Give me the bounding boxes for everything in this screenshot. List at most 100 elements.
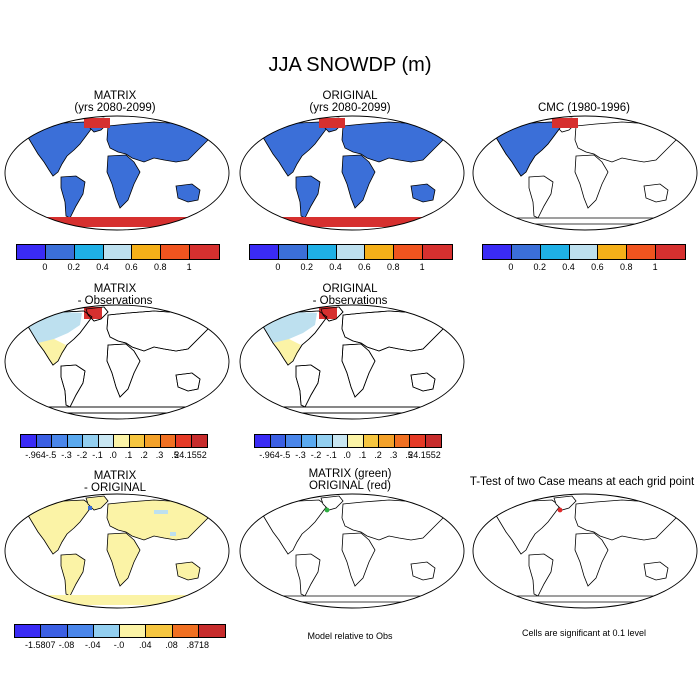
colorbar-swatch <box>278 245 308 259</box>
colorbar-swatch <box>132 245 162 259</box>
colorbar-label: 0.4 <box>96 262 109 272</box>
colorbar-swatch <box>394 435 410 447</box>
panel-title-ttest: T-Test of two Case means at each grid po… <box>466 476 698 488</box>
colorbar-label: 0.6 <box>125 262 138 272</box>
colorbar-swatch <box>145 435 161 447</box>
panel-title-green-red: MATRIX (green) ORIGINAL (red) <box>240 468 460 492</box>
colorbar-label: 0.6 <box>358 262 371 272</box>
map-green-red <box>239 493 465 609</box>
colorbar-swatch <box>161 245 191 259</box>
colorbar-swatch <box>255 435 271 447</box>
colorbar-swatch <box>270 435 286 447</box>
colorbar-swatch <box>348 435 364 447</box>
colorbar-label: -.964 <box>25 450 46 460</box>
colorbar-label: .2 <box>140 450 148 460</box>
colorbar-swatch <box>656 245 685 259</box>
colorbar-swatch <box>120 625 147 637</box>
colorbar-label: 24.1552 <box>408 450 441 460</box>
colorbar-swatch <box>41 625 68 637</box>
colorbar-label: -.1 <box>92 450 103 460</box>
colorbar-label: 0.2 <box>533 262 546 272</box>
colorbar-diff-1: -.964 -.5 -.3 -.2 -.1 .0 .1 .2 .3 .5 24.1552 <box>20 434 208 460</box>
map-original <box>239 115 465 231</box>
panel-title-line1: T-Test of two Case means at each grid po… <box>469 476 695 488</box>
colorbar-swatch <box>336 245 366 259</box>
colorbar-swatch <box>146 625 173 637</box>
colorbar-swatch <box>83 435 99 447</box>
colorbar-swatch <box>317 435 333 447</box>
map-matrix-minus-original <box>4 493 230 609</box>
colorbar-abs-3: 0 0.2 0.4 0.6 0.8 1 <box>482 244 686 272</box>
panel-title-line2: - Observations <box>77 295 153 307</box>
colorbar-swatch <box>93 625 120 637</box>
panel-title-line1: MATRIX <box>93 90 137 102</box>
colorbar-label: 0.4 <box>329 262 342 272</box>
colorbar-swatch <box>190 245 219 259</box>
panel-title-line2: - Observations <box>312 295 388 307</box>
colorbar-swatch <box>569 245 599 259</box>
colorbar-label: 0.2 <box>300 262 313 272</box>
panel-title-line1: MATRIX <box>93 470 137 482</box>
colorbar-swatch <box>67 435 83 447</box>
map-matrix <box>4 115 230 231</box>
colorbar-label: 0.8 <box>154 262 167 272</box>
colorbar-swatch <box>301 435 317 447</box>
colorbar-label: 0 <box>508 262 514 272</box>
panel-title-cmc: CMC (1980-1996) <box>474 102 694 114</box>
colorbar-swatch <box>36 435 52 447</box>
footer-significance: Cells are significant at 0.1 level <box>521 628 647 638</box>
panel-title-matrix-original: MATRIX - ORIGINAL <box>5 470 225 494</box>
colorbar-swatch <box>483 245 512 259</box>
colorbar-label: 0 <box>42 262 48 272</box>
colorbar-label: 0.6 <box>591 262 604 272</box>
colorbar-boxes <box>254 434 442 448</box>
colorbar-label: -.08 <box>58 640 75 650</box>
colorbar-label: .04 <box>138 640 152 650</box>
colorbar-label: .2 <box>374 450 382 460</box>
colorbar-diff2: -1.5807 -.08 -.04 -.0 .04 .08 .8718 <box>14 624 226 650</box>
colorbar-label: -.5 <box>45 450 57 460</box>
colorbar-diff-2: -.964 -.5 -.3 -.2 -.1 .0 .1 .2 .3 .5 24.1552 <box>254 434 442 460</box>
colorbar-swatch <box>172 625 199 637</box>
red-marker <box>557 507 563 513</box>
colorbar-swatch <box>307 245 337 259</box>
colorbar-label: 24.1552 <box>174 450 207 460</box>
colorbar-swatch <box>129 435 145 447</box>
panel-title-line2: (yrs 2080-2099) <box>74 102 156 114</box>
colorbar-swatch <box>98 435 114 447</box>
colorbar-label: -.3 <box>61 450 72 460</box>
colorbar-swatch <box>410 435 426 447</box>
colorbar-label: .1 <box>358 450 367 460</box>
footer-model-relative: Model relative to Obs <box>307 631 393 641</box>
panel-title-matrix-obs: MATRIX - Observations <box>5 283 225 307</box>
colorbar-label: -.3 <box>295 450 306 460</box>
colorbar-swatch <box>286 435 302 447</box>
colorbar-label: -.964 <box>259 450 280 460</box>
colorbar-label: .3 <box>155 450 164 460</box>
map-cmc <box>472 115 698 231</box>
colorbar-swatch <box>114 435 130 447</box>
colorbar-swatch <box>74 245 104 259</box>
green-marker <box>324 507 330 513</box>
colorbar-label: 1 <box>652 262 658 272</box>
colorbar-swatch <box>198 625 225 637</box>
colorbar-swatch <box>17 245 46 259</box>
colorbar-swatch <box>103 245 133 259</box>
panel-title-line1: CMC (1980-1996) <box>537 102 631 114</box>
colorbar-label: .5 <box>171 450 179 460</box>
colorbar-label: -.04 <box>84 640 101 650</box>
panel-title-line1: ORIGINAL <box>322 90 378 102</box>
colorbar-swatch <box>423 245 452 259</box>
colorbar-label: -.0 <box>113 640 125 650</box>
colorbar-label: -.2 <box>76 450 88 460</box>
panel-title-original-obs: ORIGINAL - Observations <box>240 283 460 307</box>
panel-title-line2: - ORIGINAL <box>84 482 146 494</box>
map-ttest <box>472 493 698 609</box>
colorbar-swatch <box>332 435 348 447</box>
colorbar-swatch <box>176 435 192 447</box>
colorbar-label: -.1 <box>326 450 337 460</box>
colorbar-boxes <box>20 434 208 448</box>
colorbar-abs-1: 0 0.2 0.4 0.6 0.8 1 <box>16 244 220 272</box>
colorbar-label: .8718 <box>186 640 210 650</box>
colorbar-swatch <box>67 625 94 637</box>
